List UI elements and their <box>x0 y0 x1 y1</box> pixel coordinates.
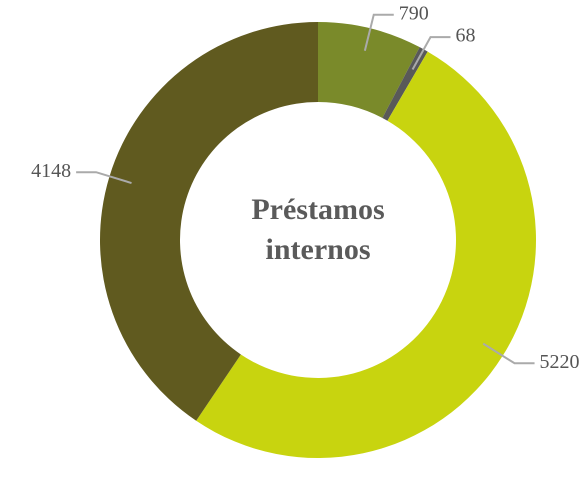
donut-slice <box>196 51 537 459</box>
donut-slice <box>100 21 318 421</box>
data-label: 5220 <box>540 351 579 373</box>
donut-slice <box>318 22 420 118</box>
chart-title: Préstamos internos <box>251 193 385 266</box>
leader-line <box>363 13 394 51</box>
data-label: 4148 <box>31 160 71 182</box>
data-label: 790 <box>399 2 429 24</box>
leader-line <box>76 171 132 184</box>
donut-slice <box>382 47 428 121</box>
data-label: 68 <box>456 25 476 47</box>
leader-line <box>482 342 535 365</box>
leader-line <box>411 36 451 70</box>
